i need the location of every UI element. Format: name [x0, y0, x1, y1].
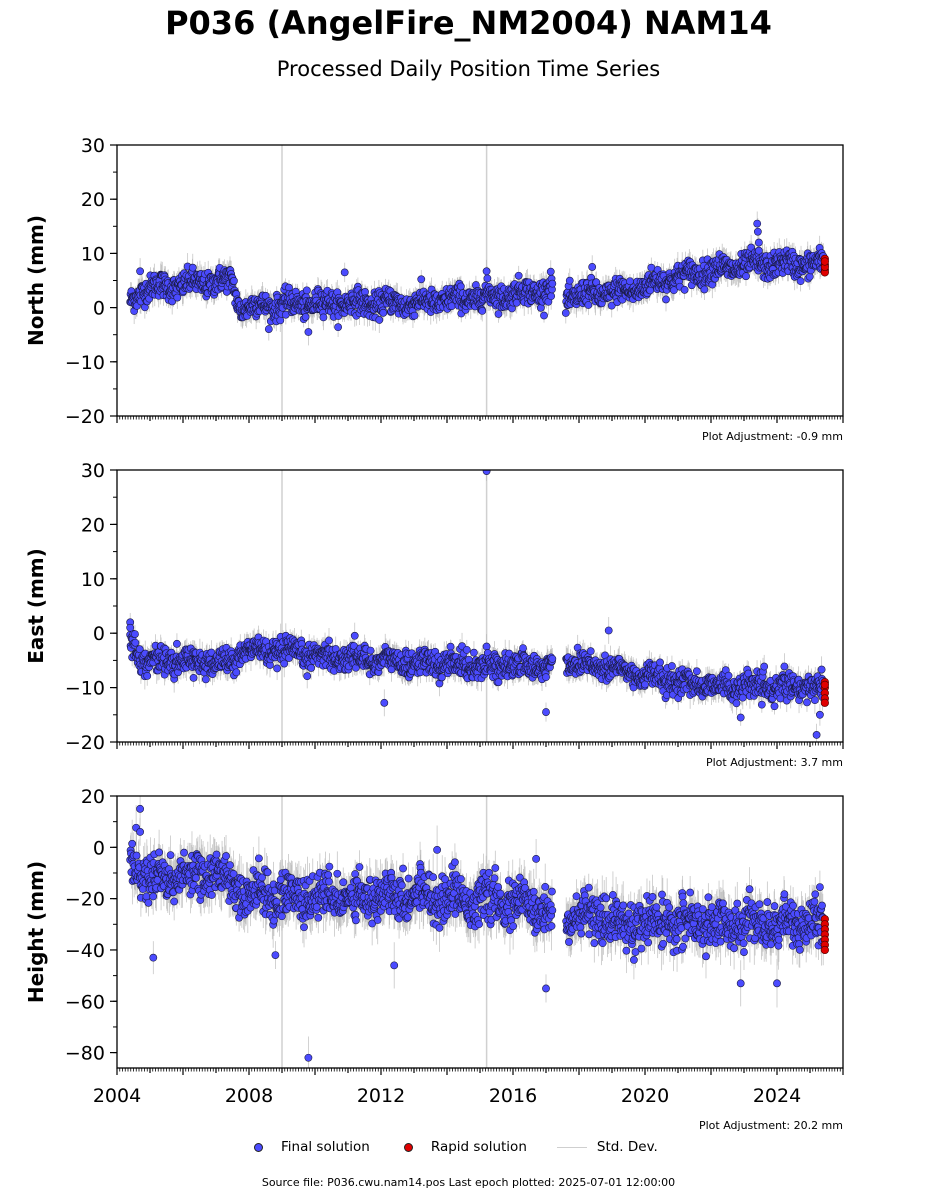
final-point	[547, 292, 556, 301]
final-point	[742, 272, 750, 281]
final-point	[361, 288, 369, 296]
final-point	[548, 279, 557, 288]
rapid-point	[820, 257, 829, 266]
final-point	[375, 316, 384, 324]
final-point	[584, 301, 593, 309]
y-tick-label: −20	[65, 406, 105, 428]
y-tick-label: 20	[81, 189, 105, 211]
final-point	[670, 286, 678, 295]
final-point	[680, 285, 689, 294]
plot-adjustment-note: Plot Adjustment: -0.9 mm	[702, 430, 843, 443]
final-point	[588, 263, 597, 271]
final-point	[561, 309, 570, 317]
final-point	[796, 277, 805, 286]
final-point	[136, 267, 144, 276]
final-point	[662, 295, 670, 304]
final-point	[483, 274, 492, 283]
final-point	[340, 268, 349, 277]
data-points	[126, 211, 829, 346]
final-point	[230, 276, 238, 285]
chart-title: P036 (AngelFire_NM2004) NAM14	[165, 4, 772, 42]
final-point	[188, 263, 197, 272]
y-tick-label: −10	[65, 352, 105, 374]
chart-subtitle: Processed Daily Position Time Series	[276, 57, 661, 81]
panel-north: −20 −10 0 10 20 30 North (mm) Plot Adjustment: …	[24, 135, 844, 443]
final-point	[173, 293, 182, 302]
final-point	[302, 286, 311, 295]
final-point	[700, 285, 709, 294]
y-tick-label: 10	[81, 243, 105, 265]
final-point	[482, 267, 491, 276]
final-point	[456, 282, 465, 291]
final-point	[304, 328, 313, 336]
data-points	[126, 470, 829, 742]
final-point	[264, 325, 273, 333]
y-tick-label: 30	[81, 135, 105, 157]
final-point	[546, 267, 555, 276]
final-point	[379, 308, 388, 317]
final-point	[754, 246, 763, 255]
final-point	[276, 316, 285, 325]
final-point	[494, 310, 503, 318]
final-point	[754, 238, 763, 247]
final-point	[301, 313, 310, 321]
y-axis-label: North (mm)	[24, 215, 48, 346]
y-tick-label: 0	[93, 298, 105, 320]
final-point	[607, 301, 616, 310]
final-point	[753, 227, 762, 236]
final-point	[334, 323, 342, 332]
final-point	[417, 275, 426, 284]
final-point	[514, 271, 523, 280]
final-point	[565, 276, 574, 285]
final-point	[410, 311, 419, 320]
final-point	[319, 313, 328, 322]
final-point	[753, 219, 762, 228]
final-point	[805, 272, 814, 281]
final-point	[540, 311, 548, 320]
final-point	[478, 307, 487, 315]
